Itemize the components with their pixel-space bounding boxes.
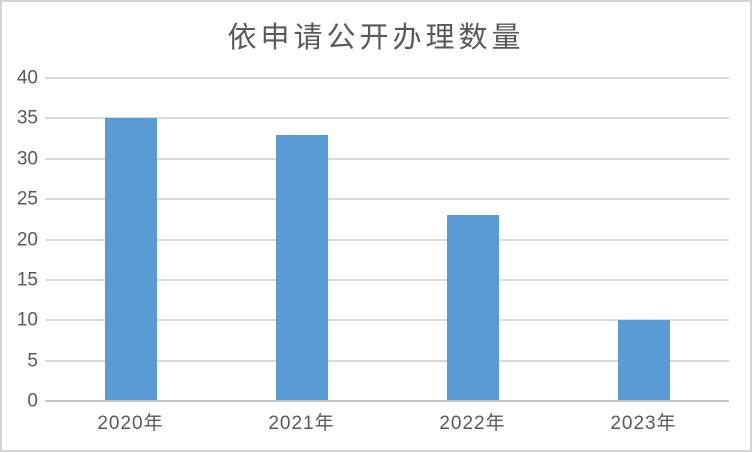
y-tick-label: 40 [16,67,38,89]
bar [104,118,157,401]
gridline [45,117,729,120]
y-tick-label: 20 [16,229,38,250]
bar [617,320,670,401]
x-axis-line [45,400,729,402]
y-tick-label: 35 [16,107,38,129]
gridline [45,359,729,362]
chart-title: 依申请公开办理数量 [227,22,525,54]
bar-slot [387,78,558,401]
y-tick-label: 25 [16,188,38,210]
gridline [45,319,729,322]
gridline [45,238,729,241]
bar-slot [558,78,729,401]
bars-container [45,78,729,401]
y-axis-labels: 0 5 10 15 20 25 30 35 40 [2,69,38,411]
y-tick-label: 10 [16,309,38,331]
gridline [45,157,729,160]
plot-area [45,77,729,402]
bar-slot [45,78,216,401]
x-tick-label: 2021年 [268,413,335,434]
bar [275,134,328,401]
gridline [45,278,729,281]
y-tick-label: 15 [16,269,38,291]
gridline [45,77,729,79]
bar-slot [216,78,387,401]
gridline [45,198,729,201]
x-tick-label: 2022年 [439,413,506,434]
x-tick-label: 2020年 [97,413,164,434]
y-tick-label: 30 [16,148,38,170]
bar [446,215,499,401]
x-tick-label: 2023年 [610,413,677,434]
y-tick-label: 5 [27,350,38,372]
x-axis-labels: 2020年 2021年 2022年 2023年 [45,408,729,435]
y-tick-label: 0 [27,390,38,412]
